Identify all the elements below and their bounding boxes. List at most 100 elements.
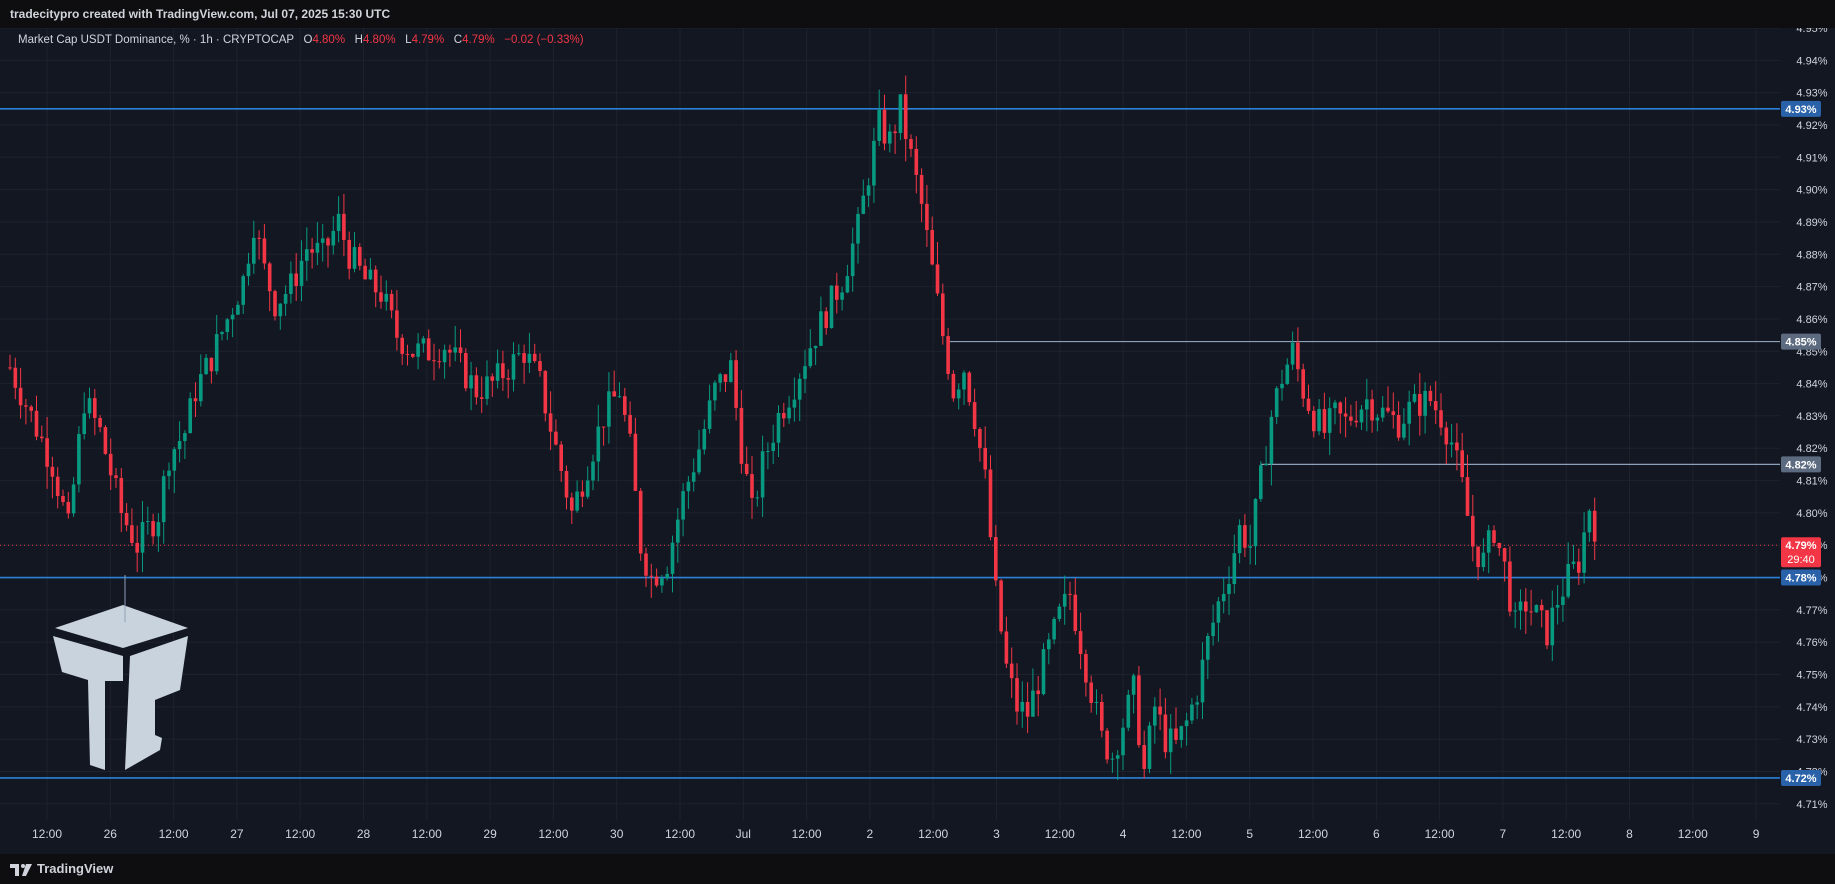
level-tag-label: 4.72% xyxy=(1785,773,1816,785)
candle-body xyxy=(623,396,627,415)
candle-body xyxy=(257,237,261,239)
candle-body xyxy=(633,433,638,491)
candle-body xyxy=(1391,411,1396,415)
candle-body xyxy=(156,522,161,537)
candle-body xyxy=(1582,532,1586,573)
candle-body xyxy=(1174,728,1178,740)
candle-body xyxy=(681,491,685,520)
candle-body xyxy=(331,230,336,246)
candle-body xyxy=(262,238,267,264)
x-tick-label: 28 xyxy=(357,827,371,841)
candle-body xyxy=(612,391,616,397)
candle-body xyxy=(538,361,542,372)
candle-body xyxy=(1184,720,1189,727)
y-tick-label: 4.81% xyxy=(1796,476,1827,488)
candles xyxy=(8,75,1597,781)
y-tick-label: 4.71% xyxy=(1796,799,1827,811)
candle-body xyxy=(803,366,807,379)
candle-body xyxy=(55,476,60,497)
x-tick-label: 12:00 xyxy=(665,827,695,841)
candle-body xyxy=(188,398,192,434)
y-tick-label: 4.92% xyxy=(1796,120,1827,132)
candle-body xyxy=(1322,409,1327,433)
candle-body xyxy=(1168,728,1173,753)
candle-body xyxy=(432,360,436,362)
candle-body xyxy=(1550,607,1555,646)
candle-body xyxy=(1015,678,1019,712)
candle-body xyxy=(464,353,468,389)
price-tags: 4.93% 4.85% 4.82% 4.78% 4.72% 4.79% 29:40 xyxy=(1781,100,1821,786)
y-tick-label: 4.74% xyxy=(1796,702,1827,714)
candle-body xyxy=(914,148,919,175)
y-axis-band xyxy=(1780,28,1835,854)
candle-body xyxy=(299,260,304,286)
candle-body xyxy=(501,363,505,379)
candle-body xyxy=(384,293,389,302)
candle-body xyxy=(108,453,113,476)
candle-body xyxy=(29,406,33,411)
x-tick-label: 5 xyxy=(1246,827,1253,841)
candle-body xyxy=(474,375,479,398)
y-tick-label: 4.77% xyxy=(1796,605,1827,617)
candle-body xyxy=(1280,383,1284,389)
candle-body xyxy=(1221,593,1226,602)
y-tick-label: 4.87% xyxy=(1796,282,1827,294)
y-tick-label: 4.89% xyxy=(1796,217,1827,229)
candle-body xyxy=(580,491,585,497)
candle-body xyxy=(1216,601,1221,623)
candle-body xyxy=(352,247,357,269)
candle-body xyxy=(670,542,675,574)
symbol-name[interactable]: Market Cap USDT Dominance, % · 1h · CRYP… xyxy=(18,34,294,46)
candle-body xyxy=(1471,515,1475,547)
candle-body xyxy=(1100,701,1104,731)
candle-body xyxy=(1232,553,1237,585)
footer-brand: TradingView xyxy=(37,861,114,876)
candle-body xyxy=(1428,390,1433,402)
candle-body xyxy=(1190,704,1194,721)
candle-body xyxy=(1105,730,1109,760)
symbol-legend: Market Cap USDT Dominance, % · 1h · CRYP… xyxy=(18,34,584,46)
candle-body xyxy=(585,480,590,497)
candle-body xyxy=(548,413,553,432)
candle-body xyxy=(273,291,277,317)
candle-body xyxy=(1243,525,1247,548)
candle-body xyxy=(1439,410,1443,428)
candle-body xyxy=(326,238,330,246)
candle-body xyxy=(161,476,166,523)
low-label: L xyxy=(405,34,412,46)
candle-body xyxy=(517,353,521,355)
candle-body xyxy=(697,449,701,473)
candle-body xyxy=(962,372,966,390)
candle-body xyxy=(829,285,834,329)
candle-body xyxy=(1110,758,1115,760)
candle-body xyxy=(1354,420,1358,423)
candle-body xyxy=(522,353,526,363)
candle-body xyxy=(877,109,881,141)
candle-body xyxy=(199,374,203,402)
y-tick-label: 4.82% xyxy=(1796,443,1827,455)
candle-body xyxy=(204,357,208,375)
candle-body xyxy=(77,434,81,485)
x-tick-label: 7 xyxy=(1500,827,1507,841)
candle-body xyxy=(252,237,256,264)
candle-body xyxy=(1264,463,1268,466)
candle-body xyxy=(707,400,712,429)
candle-body xyxy=(50,466,55,477)
candle-body xyxy=(1147,725,1152,769)
candle-body xyxy=(411,353,415,357)
candle-body xyxy=(532,353,537,362)
candle-body xyxy=(1089,682,1093,703)
candle-body xyxy=(506,378,510,380)
candle-body xyxy=(1020,701,1025,712)
header-bar: tradecitypro created with TradingView.co… xyxy=(0,0,1835,28)
candle-body xyxy=(1025,701,1030,717)
candle-body xyxy=(1545,610,1549,646)
candle-body xyxy=(845,276,850,293)
candle-body xyxy=(368,269,373,280)
low-value: 4.79% xyxy=(411,34,445,46)
candle-body xyxy=(1052,618,1056,640)
candle-body xyxy=(882,109,887,144)
candle-body xyxy=(840,292,844,300)
candle-body xyxy=(458,347,463,354)
